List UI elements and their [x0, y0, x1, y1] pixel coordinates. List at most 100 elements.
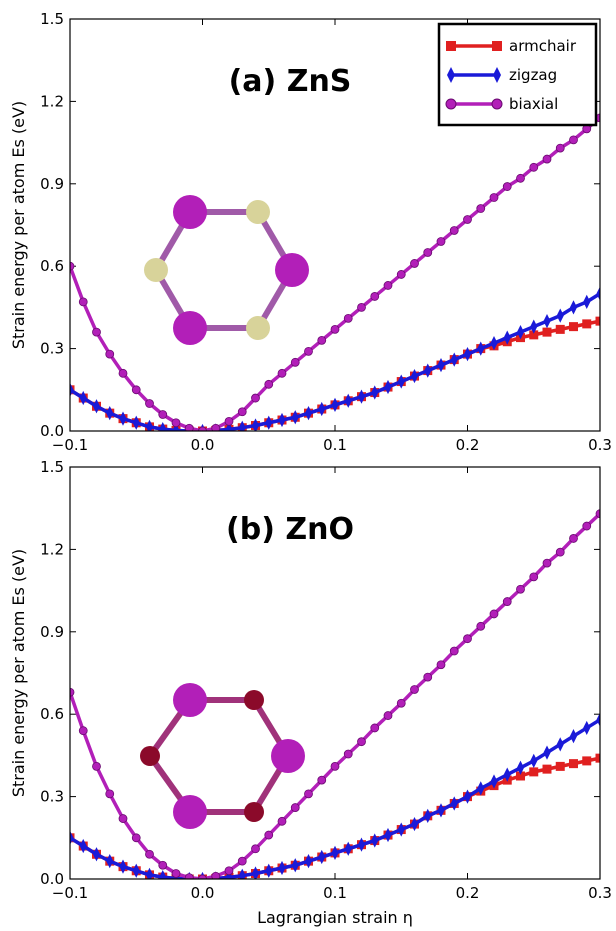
y-tick-label: 0.9 [40, 623, 64, 641]
marker [132, 386, 140, 394]
marker [252, 845, 260, 853]
marker [584, 296, 590, 308]
series-line [70, 514, 600, 879]
marker [159, 861, 167, 869]
marker [384, 712, 392, 720]
marker [544, 315, 550, 327]
marker [531, 755, 537, 767]
marker [172, 870, 180, 878]
marker [570, 760, 578, 768]
x-tick-label: 0.2 [456, 884, 480, 902]
marker [583, 522, 591, 530]
marker [159, 411, 167, 419]
y-tick-label: 0.3 [40, 788, 64, 806]
legend-marker [492, 99, 502, 109]
marker [238, 408, 246, 416]
marker [490, 194, 498, 202]
x-tick-label: 0.0 [191, 436, 215, 454]
marker [411, 259, 419, 267]
marker [318, 776, 326, 784]
zns-molecule [144, 195, 309, 345]
marker [331, 325, 339, 333]
marker [225, 417, 233, 425]
y-tick-label: 1.5 [40, 458, 64, 476]
marker [358, 303, 366, 311]
marker [238, 857, 246, 865]
marker [556, 762, 564, 770]
series-group [66, 510, 604, 885]
y-axis-label: Strain energy per atom Es (eV) [9, 549, 28, 797]
marker [344, 314, 352, 322]
marker [172, 419, 180, 427]
marker [556, 144, 564, 152]
marker [503, 183, 511, 191]
marker [397, 699, 405, 707]
marker [557, 310, 563, 322]
y-axis-label: Strain energy per atom Es (eV) [9, 101, 28, 349]
marker [543, 155, 551, 163]
x-tick-label: 0.1 [323, 884, 347, 902]
marker [371, 292, 379, 300]
panel-title: (b) ZnO [226, 512, 354, 547]
legend-label: armchair [509, 37, 577, 55]
marker [543, 765, 551, 773]
marker [570, 534, 578, 542]
legend-label: biaxial [509, 95, 558, 113]
marker [185, 874, 193, 882]
marker [450, 647, 458, 655]
marker [225, 867, 233, 875]
x-tick-label: 0.0 [191, 884, 215, 902]
y-tick-label: 0.6 [40, 257, 64, 275]
marker [397, 270, 405, 278]
marker [79, 298, 87, 306]
y-tick-label: 0.3 [40, 340, 64, 358]
marker [464, 216, 472, 224]
figure: 0.00.30.60.91.21.5−0.10.00.10.20.3(a) Zn… [0, 0, 616, 931]
marker [371, 724, 379, 732]
marker [517, 585, 525, 593]
y-tick-label: 1.5 [40, 10, 64, 28]
marker [556, 548, 564, 556]
marker [93, 328, 101, 336]
x-tick-label: −0.1 [52, 436, 88, 454]
marker [305, 790, 313, 798]
marker [278, 817, 286, 825]
marker [106, 350, 114, 358]
legend-label: zigzag [509, 66, 557, 84]
marker [583, 320, 591, 328]
marker [530, 163, 538, 171]
marker [132, 834, 140, 842]
marker [358, 738, 366, 746]
marker [477, 622, 485, 630]
y-tick-label: 0.6 [40, 705, 64, 723]
y-tick-label: 1.2 [40, 92, 64, 110]
marker [517, 174, 525, 182]
marker [571, 301, 577, 313]
x-tick-label: 0.1 [323, 436, 347, 454]
x-axis-label: Lagrangian strain η [257, 908, 413, 927]
marker [331, 762, 339, 770]
marker [503, 598, 511, 606]
marker [344, 750, 352, 758]
marker [384, 281, 392, 289]
legend-marker [492, 41, 502, 51]
marker [437, 237, 445, 245]
marker [411, 685, 419, 693]
marker [93, 762, 101, 770]
marker [318, 336, 326, 344]
marker [543, 559, 551, 567]
marker [583, 757, 591, 765]
marker [530, 768, 538, 776]
y-tick-label: 1.2 [40, 540, 64, 558]
marker [464, 635, 472, 643]
zno-molecule [140, 683, 305, 829]
marker [530, 573, 538, 581]
marker [543, 328, 551, 336]
marker [119, 369, 127, 377]
marker [437, 661, 445, 669]
marker [424, 673, 432, 681]
marker [584, 722, 590, 734]
marker [265, 831, 273, 839]
